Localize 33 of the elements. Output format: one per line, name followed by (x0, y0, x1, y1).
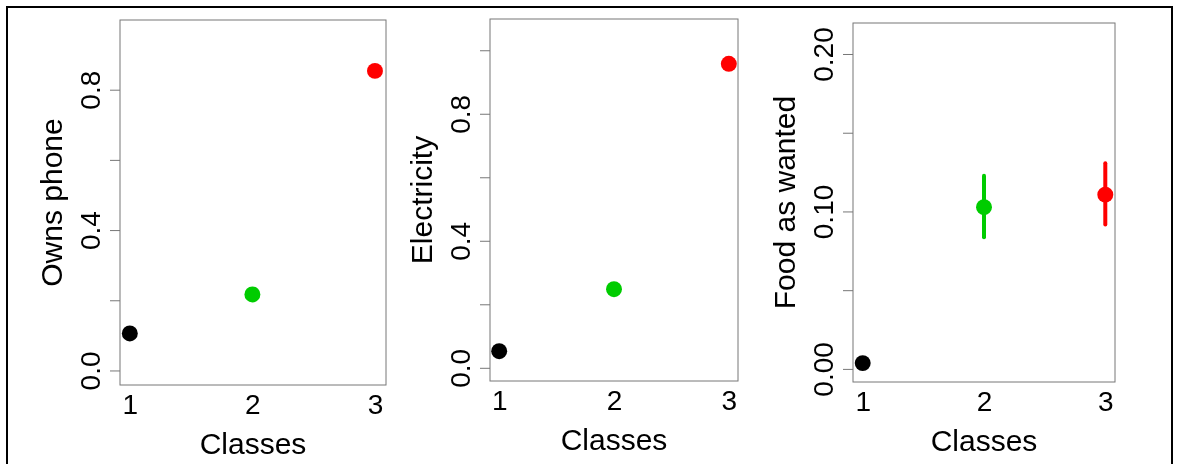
x-tick-label: 1 (491, 384, 508, 416)
x-tick-label: 2 (245, 388, 261, 420)
y-tick-label: 0.10 (808, 184, 839, 240)
point (1097, 186, 1114, 203)
x-axis-title: Classes (930, 424, 1038, 457)
y-tick-label: 0.8 (75, 70, 106, 110)
point (366, 62, 383, 79)
y-axis-title: Food as wanted (768, 95, 801, 310)
y-tick-label: 0.0 (445, 348, 476, 388)
y-axis-title: Owns phone (35, 118, 68, 287)
point (244, 286, 261, 303)
y-tick-label: 0.4 (75, 211, 106, 251)
x-axis-title: Classes (199, 427, 307, 460)
point (854, 355, 871, 372)
y-tick-label: 0.20 (808, 27, 839, 82)
y-axis-title: Electricity (405, 135, 438, 265)
point (491, 343, 508, 360)
point (720, 55, 737, 72)
x-tick-label: 3 (721, 384, 738, 416)
y-tick-label: 0.0 (75, 351, 106, 391)
x-axis-title: Classes (560, 423, 668, 456)
y-tick-label: 0.8 (445, 94, 476, 134)
x-tick-label: 2 (976, 385, 993, 417)
point (121, 325, 138, 342)
point (976, 199, 992, 216)
x-tick-label: 3 (1098, 385, 1114, 417)
x-tick-label: 2 (606, 384, 623, 416)
point (606, 281, 622, 298)
y-tick-label: 0.00 (808, 342, 839, 397)
x-tick-label: 1 (855, 385, 871, 417)
x-tick-label: 3 (367, 388, 384, 420)
x-tick-label: 1 (122, 388, 139, 420)
y-tick-label: 0.4 (445, 221, 476, 261)
